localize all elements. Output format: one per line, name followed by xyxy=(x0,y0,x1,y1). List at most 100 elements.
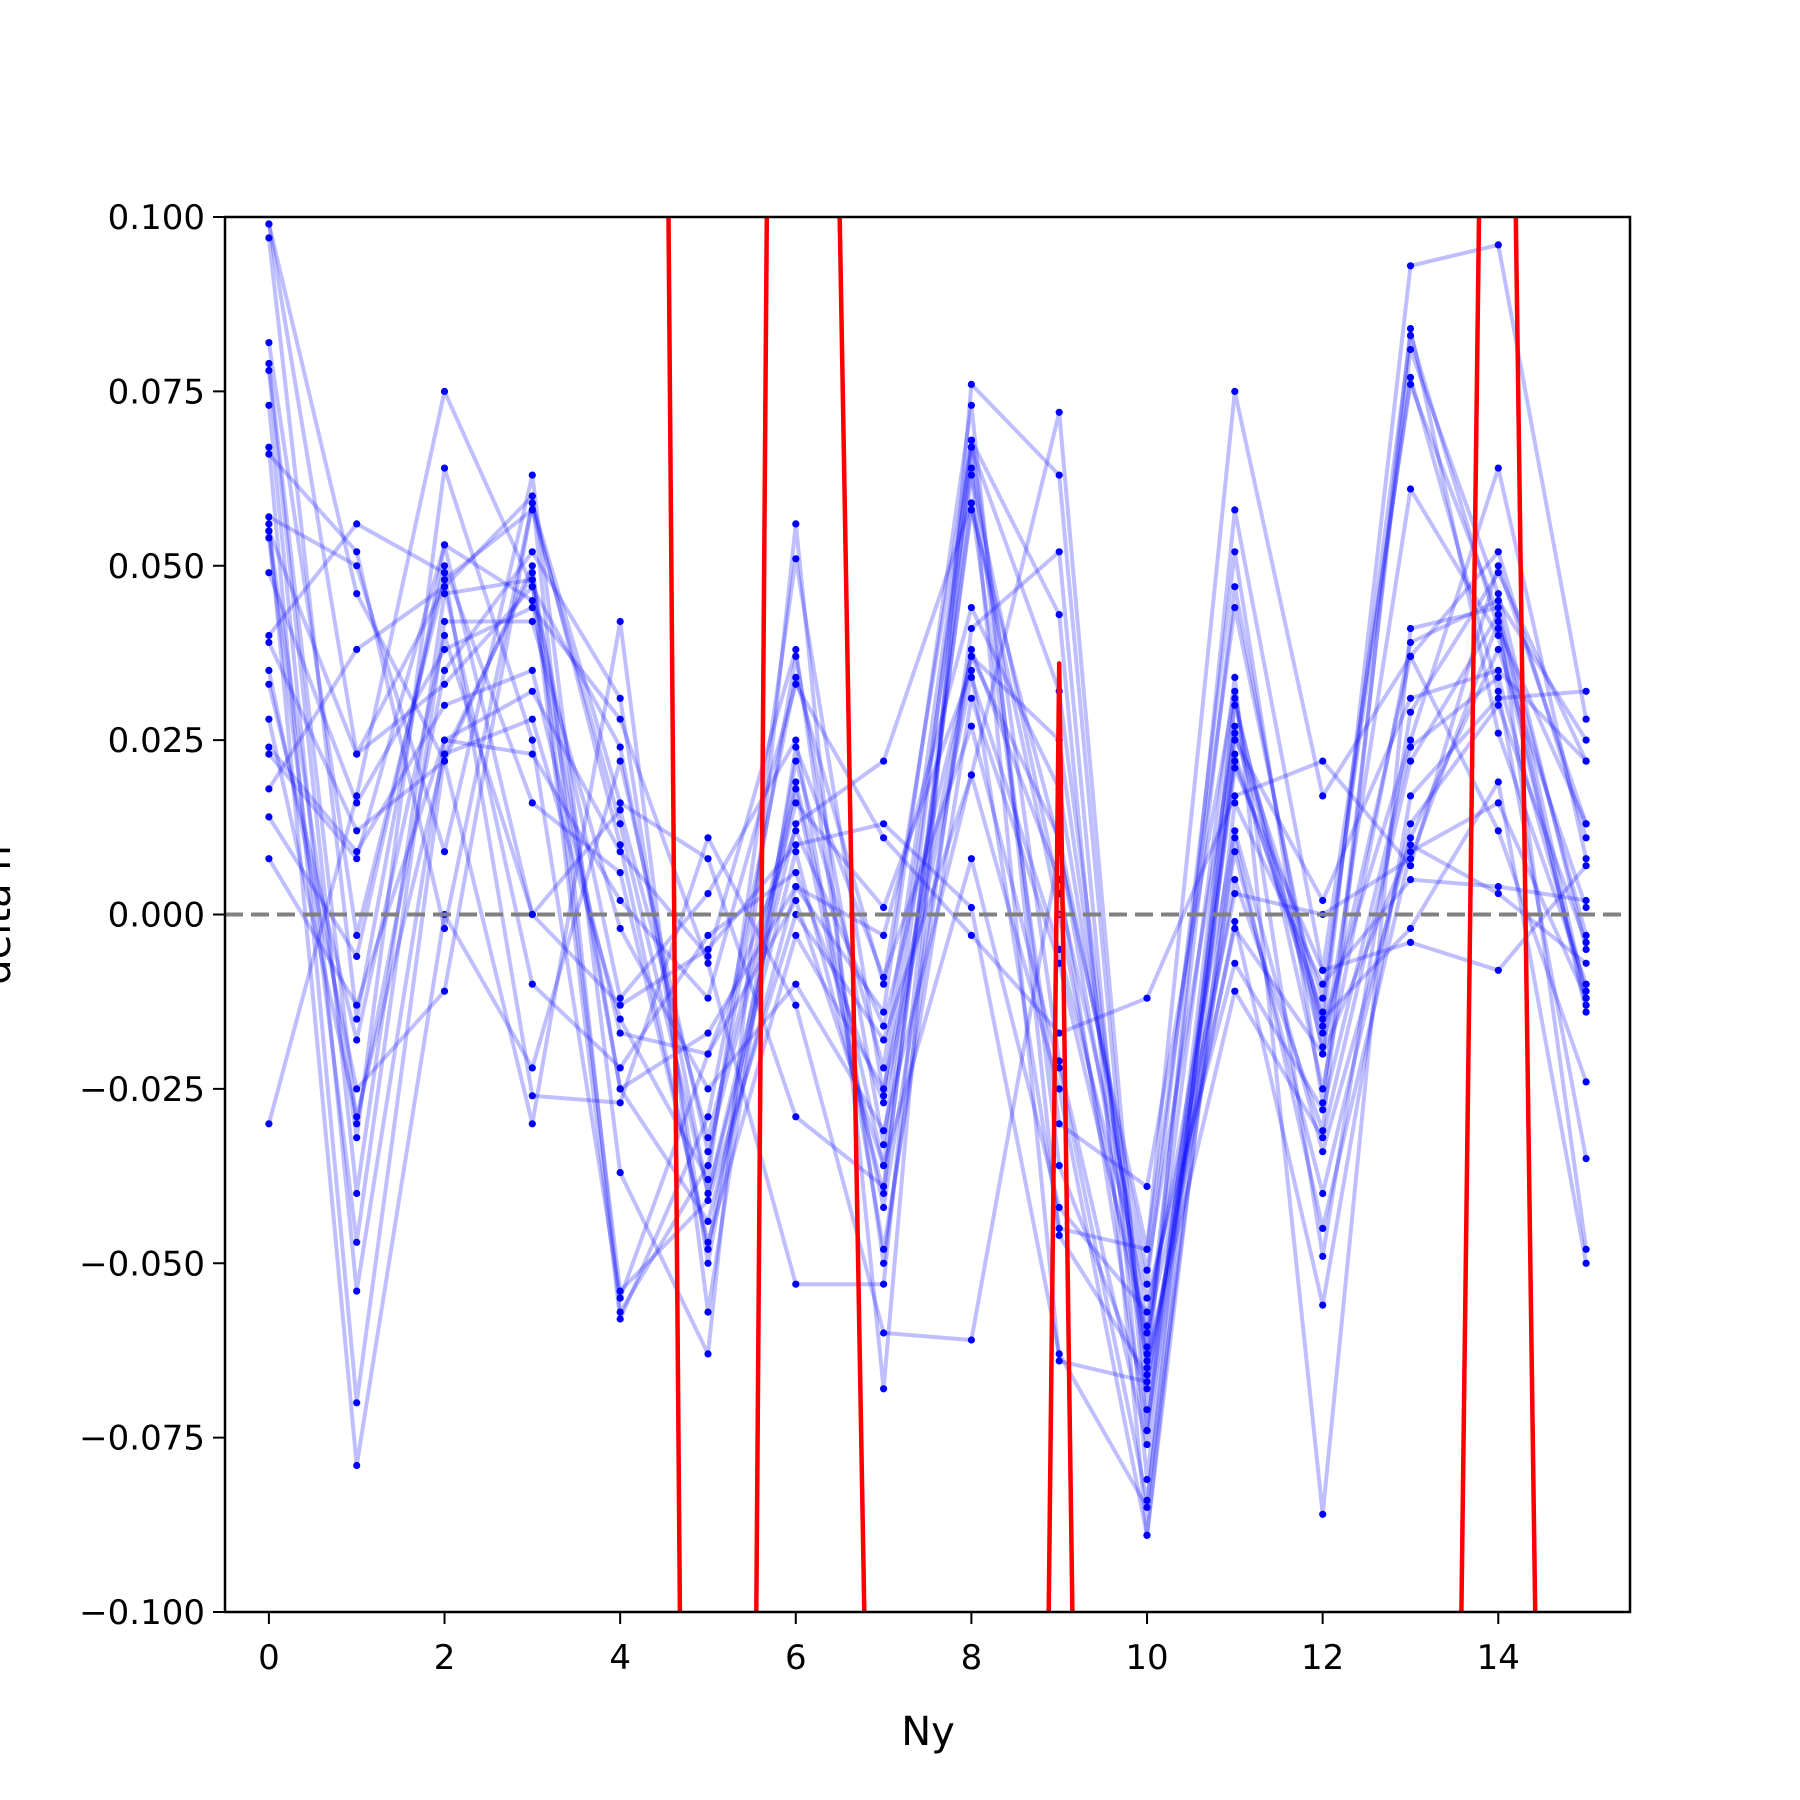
series-23-point-5 xyxy=(704,1245,712,1253)
series-19-point-1 xyxy=(353,952,361,961)
series-13-point-8 xyxy=(967,1336,976,1344)
series-15-point-2 xyxy=(440,987,449,995)
series-3-point-2 xyxy=(440,576,449,584)
series-19-point-7 xyxy=(880,1085,888,1093)
series-5-point-5 xyxy=(704,1113,712,1121)
series-4-point-11 xyxy=(1231,583,1239,591)
series-11-point-4 xyxy=(616,924,624,933)
series-16-point-8 xyxy=(967,604,976,612)
series-8-point-9 xyxy=(1055,471,1063,479)
series-24-point-15 xyxy=(1582,959,1590,967)
mean-line-segment-4 xyxy=(1046,661,1075,1612)
series-22-point-11 xyxy=(1231,799,1239,807)
series-18-point-13 xyxy=(1406,743,1415,751)
series-18-point-6 xyxy=(792,869,800,877)
series-4-point-15 xyxy=(1582,1001,1590,1009)
series-22-point-10 xyxy=(1143,1531,1151,1539)
series-6-point-7 xyxy=(880,1259,888,1267)
series-13-point-2 xyxy=(440,569,449,577)
series-8-point-11 xyxy=(1231,701,1239,709)
series-20-point-7 xyxy=(880,834,888,842)
series-5-point-4 xyxy=(616,1315,624,1323)
series-21-point-5 xyxy=(704,1189,712,1198)
series-18-point-14 xyxy=(1494,673,1502,682)
y-tick-label: 0.050 xyxy=(108,547,205,587)
series-11-point-5 xyxy=(704,1085,712,1093)
series-6-point-0 xyxy=(265,401,273,409)
series-13-point-10 xyxy=(1143,1245,1151,1253)
series-21-point-11 xyxy=(1231,687,1239,695)
y-axis-ticks: −0.100 −0.075 −0.050 −0.025 0.000 0.025 0.050 0… xyxy=(79,198,225,1633)
series-13-point-6 xyxy=(792,1001,800,1009)
series-22-point-5 xyxy=(704,1196,712,1205)
series-13-point-13 xyxy=(1406,652,1415,661)
series-21-point-1 xyxy=(353,792,361,800)
series-1-point-4 xyxy=(616,1308,624,1316)
series-16-point-2 xyxy=(440,750,449,758)
series-16-point-1 xyxy=(353,1113,361,1121)
series-21-point-10 xyxy=(1143,1182,1151,1191)
series-23-point-10 xyxy=(1143,1385,1151,1393)
series-9-point-3 xyxy=(528,1064,536,1072)
x-tick-label: 8 xyxy=(961,1638,983,1678)
series-1-point-11 xyxy=(1231,757,1239,765)
series-line-22 xyxy=(266,223,1587,1538)
series-9-point-1 xyxy=(353,1461,361,1470)
series-12-point-15 xyxy=(1582,687,1590,695)
series-19-point-14 xyxy=(1494,778,1502,786)
series-20-point-15 xyxy=(1582,820,1590,828)
series-4-point-8 xyxy=(967,506,976,514)
series-8-point-12 xyxy=(1319,1043,1327,1051)
series-14-point-4 xyxy=(616,617,624,626)
series-line-13 xyxy=(267,389,1588,1342)
series-line-3 xyxy=(266,342,1589,1287)
series-22-point-7 xyxy=(880,1036,888,1044)
series-23-point-4 xyxy=(616,841,624,849)
series-2-point-11 xyxy=(1231,506,1239,514)
x-axis-label: Ny xyxy=(901,1709,955,1755)
series-5-point-11 xyxy=(1231,736,1239,744)
series-4-point-6 xyxy=(792,778,800,786)
series-23-point-8 xyxy=(967,443,976,451)
series-line-16 xyxy=(266,570,1588,1328)
series-19-point-13 xyxy=(1406,924,1415,933)
series-3-point-15 xyxy=(1582,945,1590,954)
series-22-point-12 xyxy=(1319,980,1327,988)
series-16-point-13 xyxy=(1406,834,1415,842)
series-5-point-7 xyxy=(880,980,888,988)
series-15-point-15 xyxy=(1582,931,1590,940)
series-26-point-11 xyxy=(1231,890,1239,898)
series-17-point-2 xyxy=(440,541,449,549)
series-12-point-12 xyxy=(1319,1301,1327,1309)
series-24-point-12 xyxy=(1319,1050,1327,1058)
series-21-point-0 xyxy=(265,1120,273,1128)
series-22-point-0 xyxy=(265,220,273,228)
series-21-point-15 xyxy=(1582,757,1590,765)
series-1-point-7 xyxy=(880,1141,888,1149)
series-6-point-5 xyxy=(704,952,712,961)
series-26-point-8 xyxy=(967,855,976,863)
series-7-point-12 xyxy=(1319,1127,1327,1135)
series-24-point-5 xyxy=(704,890,712,898)
series-25-point-1 xyxy=(353,1036,361,1044)
series-19-point-15 xyxy=(1582,1259,1590,1267)
series-line-21 xyxy=(266,389,1588,1259)
series-20-point-12 xyxy=(1319,757,1327,765)
series-12-point-7 xyxy=(880,1280,888,1288)
series-20-point-4 xyxy=(616,896,624,905)
series-3-point-11 xyxy=(1231,548,1239,556)
series-2-point-15 xyxy=(1582,1245,1590,1253)
series-line-10 xyxy=(266,466,1589,1517)
series-8-point-8 xyxy=(967,380,976,388)
series-3-point-0 xyxy=(265,339,273,347)
series-14-point-12 xyxy=(1319,1224,1327,1232)
series-1-point-3 xyxy=(528,492,536,500)
series-20-point-9 xyxy=(1055,1029,1063,1037)
x-axis-ticks: 0 2 4 6 8 10 12 14 xyxy=(258,1612,1520,1678)
y-tick-label: 0.075 xyxy=(108,372,205,412)
series-24-point-13 xyxy=(1406,841,1415,849)
series-9-point-0 xyxy=(265,520,273,528)
series-23-point-15 xyxy=(1582,938,1590,947)
series-18-point-4 xyxy=(616,1064,624,1072)
series-8-point-3 xyxy=(528,471,536,479)
